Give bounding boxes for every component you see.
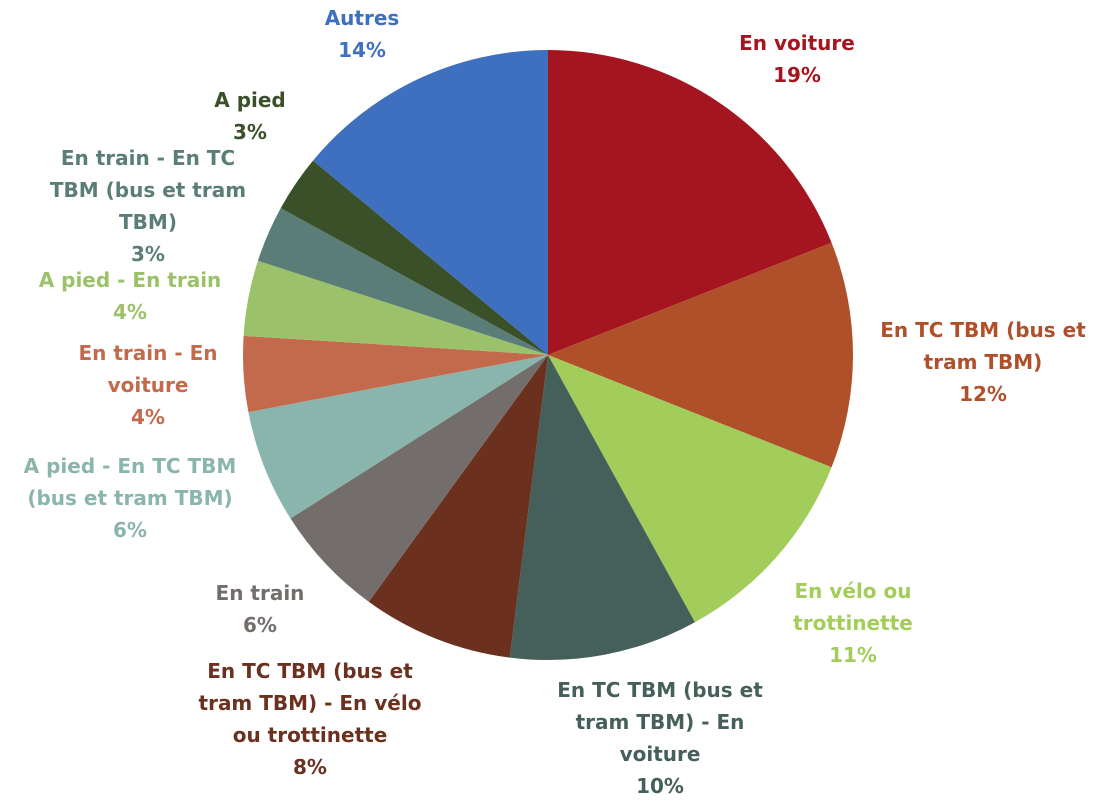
pie-slice xyxy=(509,355,695,660)
pie-slice xyxy=(290,355,548,602)
pie-slice xyxy=(548,50,832,355)
data-label: Autres 14% xyxy=(292,2,432,66)
value-label: 8% xyxy=(293,755,327,779)
pie-slice xyxy=(280,160,548,355)
pie-slice xyxy=(368,355,548,658)
value-label: 3% xyxy=(131,242,165,266)
category-label: A pied - En train xyxy=(38,268,222,292)
pie-slice xyxy=(548,242,854,468)
value-label: 12% xyxy=(959,382,1007,406)
category-label: Autres xyxy=(324,6,400,30)
data-label: En train 6% xyxy=(190,577,330,641)
category-label: En train - En TC TBM (bus et tram TBM) xyxy=(49,146,247,234)
data-label: En train - En TC TBM (bus et tram TBM) 3% xyxy=(43,142,253,270)
category-label: En TC TBM (bus et tram TBM) xyxy=(880,318,1086,374)
value-label: 3% xyxy=(233,120,267,144)
pie-slice xyxy=(548,355,832,623)
category-label: En train xyxy=(215,581,305,605)
value-label: 6% xyxy=(243,613,277,637)
category-label: A pied - En TC TBM (bus et tram TBM) xyxy=(23,454,237,510)
value-label: 11% xyxy=(829,643,877,667)
data-label: En voiture 19% xyxy=(697,27,897,91)
category-label: En TC TBM (bus et tram TBM) - En voiture xyxy=(557,678,763,766)
category-label: En TC TBM (bus et tram TBM) - En vélo ou… xyxy=(198,659,422,747)
value-label: 4% xyxy=(113,300,147,324)
data-label: En TC TBM (bus et tram TBM) - En vélo ou… xyxy=(190,655,430,783)
value-label: 19% xyxy=(773,63,821,87)
value-label: 10% xyxy=(636,774,684,798)
pie-slice xyxy=(257,208,548,355)
data-label: En train - En voiture 4% xyxy=(63,337,233,433)
value-label: 14% xyxy=(338,38,386,62)
category-label: En train - En voiture xyxy=(78,341,218,397)
data-label: A pied - En TC TBM (bus et tram TBM) 6% xyxy=(5,450,255,546)
data-label: A pied 3% xyxy=(180,84,320,148)
data-label: En TC TBM (bus et tram TBM) - En voiture… xyxy=(545,674,775,801)
category-label: A pied xyxy=(214,88,286,112)
category-label: En vélo ou trottinette xyxy=(793,579,913,635)
pie-slice xyxy=(312,50,548,355)
pie-slice xyxy=(243,260,548,355)
category-label: En voiture xyxy=(739,31,855,55)
data-label: A pied - En train 4% xyxy=(15,264,245,328)
value-label: 4% xyxy=(131,405,165,429)
pie-slice xyxy=(243,335,548,413)
pie-slice xyxy=(248,355,548,519)
data-label: En vélo ou trottinette 11% xyxy=(778,575,928,671)
data-label: En TC TBM (bus et tram TBM) 12% xyxy=(868,314,1098,410)
value-label: 6% xyxy=(113,518,147,542)
